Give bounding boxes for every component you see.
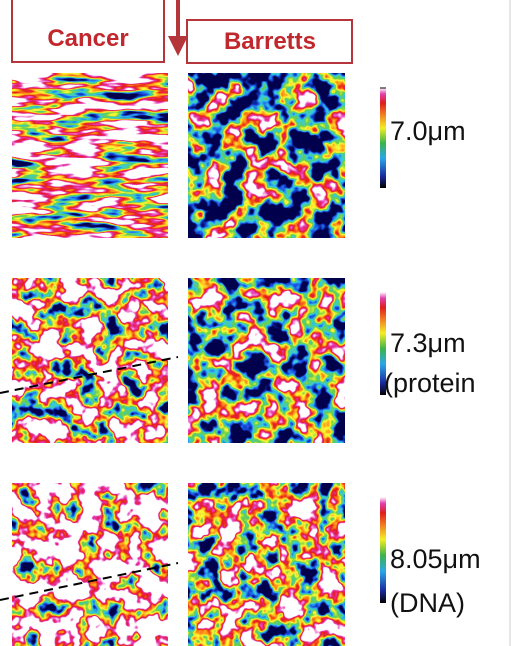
colorbar xyxy=(380,88,386,188)
header-box xyxy=(186,19,353,64)
dashed-line xyxy=(0,562,179,601)
header-box xyxy=(11,0,165,63)
colorbar xyxy=(380,292,386,395)
dashed-line xyxy=(0,356,179,394)
heatmap xyxy=(12,73,168,238)
band-label: (protein xyxy=(384,368,476,398)
heatmap xyxy=(188,73,345,238)
header-label: Barretts xyxy=(224,28,316,55)
heatmap xyxy=(12,483,168,646)
heatmap xyxy=(12,278,168,443)
wavelength-label: 7.3μm xyxy=(390,328,466,358)
wavelength-label: 7.0μm xyxy=(390,116,466,146)
arrow-head xyxy=(168,36,188,56)
header-label: Cancer xyxy=(47,25,128,52)
band-label: (DNA) xyxy=(390,588,465,618)
heatmap xyxy=(188,278,345,443)
wavelength-label: 8.05μm xyxy=(390,544,481,574)
colorbar xyxy=(380,497,386,603)
heatmap xyxy=(188,483,345,646)
heatmaps xyxy=(12,73,345,646)
